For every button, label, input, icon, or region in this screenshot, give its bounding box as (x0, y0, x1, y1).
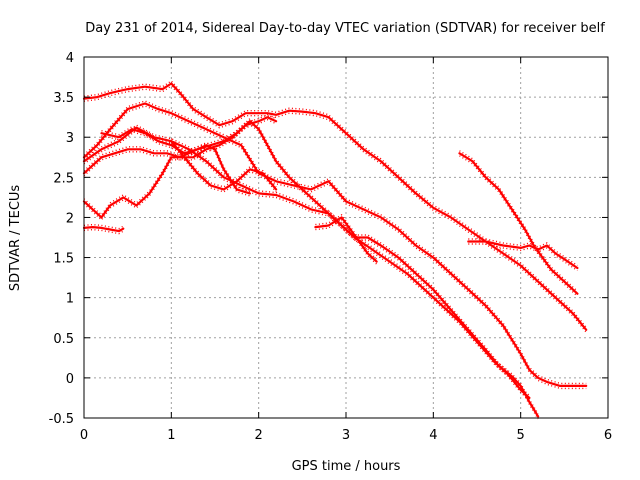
x-tick-label: 5 (517, 428, 525, 443)
series-markers-sat-track-2 (83, 80, 587, 328)
series-markers-sat-track-10 (459, 155, 578, 297)
series-markers-sat-track-1 (83, 124, 539, 415)
series-markers-sat-track-3 (83, 105, 587, 390)
tick-layer: 0 1 2 3 4 5 6 -0.5 0 0.5 1 1.5 2 2.5 3 3.5 4 (49, 51, 613, 443)
y-tick-label: 0.5 (53, 332, 74, 347)
y-tick-label: 1 (66, 292, 74, 307)
series-markers-sat-track-3 (83, 100, 587, 385)
series-line-sat-track-3 (82, 102, 588, 387)
series-line-sat-track-10 (458, 152, 579, 295)
series-markers-sat-track-1 (83, 129, 539, 420)
series-markers-sat-track-11 (468, 243, 578, 272)
x-tick-label: 4 (429, 428, 437, 443)
y-tick-label: 3 (66, 131, 74, 146)
x-tick-label: 6 (604, 428, 612, 443)
y-tick-label: 1.5 (53, 252, 74, 267)
series-markers-sat-track-11 (468, 238, 578, 267)
series-line-sat-track-5 (100, 120, 531, 399)
y-tick-label: 3.5 (53, 91, 74, 106)
chart-title: Day 231 of 2014, Sidereal Day-to-day VTE… (85, 21, 605, 36)
series-markers-sat-track-8 (83, 223, 124, 230)
x-axis-label: GPS time / hours (292, 459, 401, 474)
x-tick-label: 2 (255, 428, 263, 443)
series-markers-sat-track-2 (83, 85, 587, 333)
series-markers-sat-track-5 (101, 122, 530, 401)
y-tick-label: 2.5 (53, 171, 74, 186)
series-line-sat-track-11 (467, 240, 579, 270)
x-tick-label: 3 (342, 428, 350, 443)
y-tick-label: 2 (66, 211, 74, 226)
series-markers-sat-track-5 (101, 117, 530, 396)
y-tick-label: 0 (66, 372, 74, 387)
series-line-sat-track-8 (82, 226, 125, 233)
grid-layer (84, 57, 608, 418)
series-line-sat-track-2 (82, 82, 588, 331)
series-layer (82, 80, 588, 420)
series-line-sat-track-7 (170, 140, 278, 191)
x-tick-label: 0 (80, 428, 88, 443)
y-axis-label: SDTVAR / TECUs (8, 185, 23, 292)
y-tick-label: 4 (66, 51, 74, 66)
series-markers-sat-track-8 (83, 228, 124, 235)
series-line-sat-track-6 (82, 144, 251, 219)
y-tick-label: -0.5 (49, 412, 74, 427)
series-line-sat-track-1 (82, 126, 540, 418)
series-markers-sat-track-10 (459, 150, 578, 292)
x-tick-label: 1 (167, 428, 175, 443)
series-line-sat-track-9 (314, 216, 378, 263)
